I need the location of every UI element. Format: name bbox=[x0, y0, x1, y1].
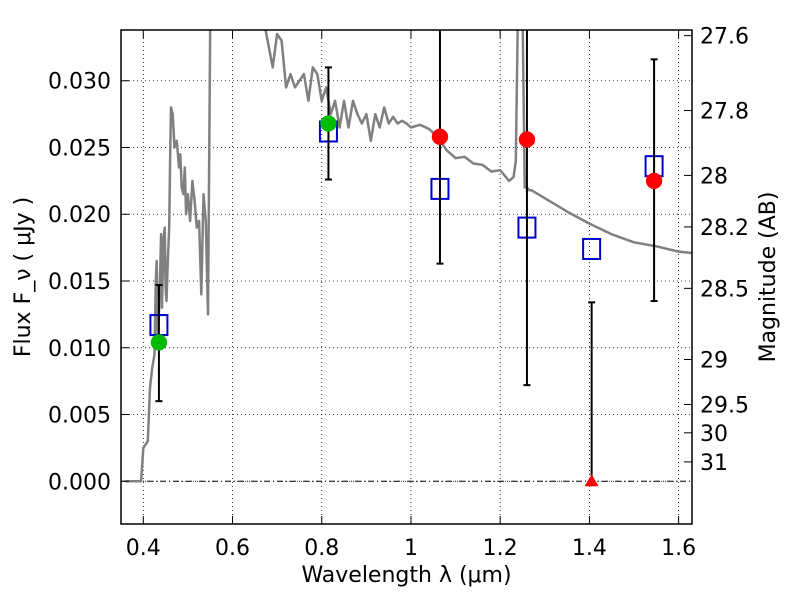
x-tick-label: 1 bbox=[404, 536, 418, 561]
measured-point bbox=[518, 131, 536, 148]
magnitude-axis-ticks: 27.6 27.8 28 28.2 28.5 29 29.5 30 31 bbox=[684, 25, 749, 476]
measured-point bbox=[431, 128, 449, 146]
x-axis-ticks: 0.4 0.6 0.8 1 1.2 1.4 1.6 bbox=[126, 30, 696, 561]
plot-frame bbox=[120, 29, 693, 525]
measured-points bbox=[150, 115, 663, 487]
y-tick-label: 0.005 bbox=[48, 404, 111, 429]
observed-band-markers bbox=[149, 120, 664, 337]
measured-point bbox=[645, 172, 663, 190]
measured-point bbox=[150, 334, 168, 351]
measured-point bbox=[320, 115, 337, 132]
y-tick-label: 0.010 bbox=[48, 337, 111, 362]
magnitude-tick-label: 28 bbox=[700, 164, 728, 189]
magnitude-tick-label: 27.8 bbox=[700, 100, 749, 125]
x-tick-label: 1.4 bbox=[572, 536, 607, 561]
magnitude-tick-label: 29.5 bbox=[700, 394, 749, 419]
magnitude-tick-label: 27.6 bbox=[700, 25, 749, 50]
y-tick-label: 0.025 bbox=[48, 136, 111, 161]
band-square-marker bbox=[582, 237, 602, 260]
model-spectrum bbox=[125, 30, 692, 483]
x-tick-label: 1.2 bbox=[483, 536, 518, 561]
y-tick-label: 0.030 bbox=[48, 70, 111, 95]
magnitude-tick-label: 28.2 bbox=[700, 216, 749, 241]
y-axis-label: Flux F_ν ( μJy ) bbox=[11, 197, 36, 357]
upper-limit-triangle bbox=[584, 474, 599, 487]
magnitude-tick-label: 30 bbox=[700, 422, 728, 447]
x-tick-label: 0.8 bbox=[304, 536, 339, 561]
y-tick-label: 0.020 bbox=[48, 203, 111, 228]
x-tick-label: 1.6 bbox=[661, 536, 696, 561]
model-spectrum-line bbox=[125, 30, 692, 483]
magnitude-tick-label: 31 bbox=[700, 451, 728, 476]
magnitude-tick-label: 29 bbox=[700, 349, 728, 374]
x-tick-label: 0.4 bbox=[126, 536, 161, 561]
x-axis-label: Wavelength λ (μm) bbox=[301, 563, 511, 588]
y-tick-label: 0.000 bbox=[48, 470, 111, 495]
y-axis-ticks: 0.000 0.005 0.010 0.015 0.020 0.025 0.030 bbox=[48, 70, 129, 495]
x-tick-label: 0.6 bbox=[215, 536, 250, 561]
y-tick-label: 0.015 bbox=[48, 270, 111, 295]
magnitude-axis-label: Magnitude (AB) bbox=[756, 192, 781, 363]
magnitude-tick-label: 28.5 bbox=[700, 277, 749, 302]
